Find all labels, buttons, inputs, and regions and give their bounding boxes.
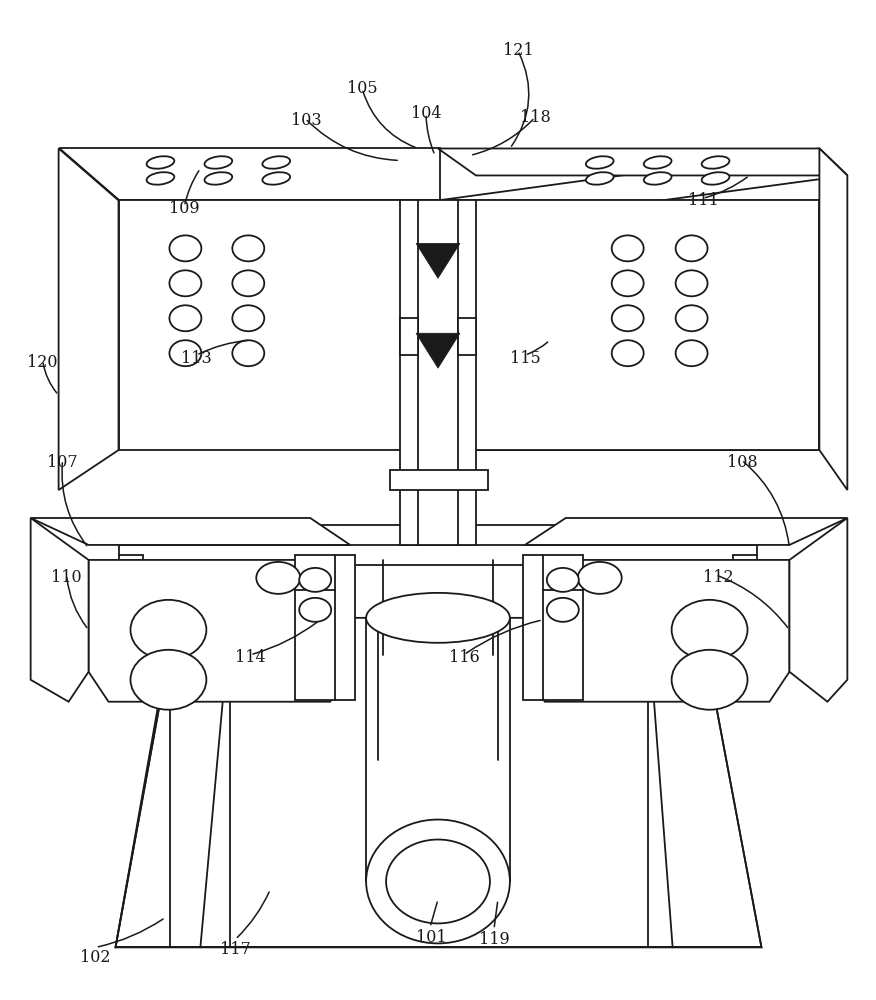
Polygon shape [416,333,460,368]
Ellipse shape [146,156,174,169]
Text: 111: 111 [688,192,718,209]
Text: 115: 115 [510,350,540,367]
Polygon shape [118,200,460,450]
Ellipse shape [257,562,300,594]
Polygon shape [416,243,460,278]
Ellipse shape [386,840,490,923]
Text: 120: 120 [27,354,58,371]
Ellipse shape [169,305,201,331]
Text: 108: 108 [727,454,758,471]
Text: 113: 113 [181,350,212,367]
Ellipse shape [611,235,644,261]
Text: 101: 101 [416,929,446,946]
Polygon shape [458,318,476,355]
Polygon shape [525,518,847,545]
Polygon shape [414,318,436,450]
Text: 121: 121 [503,42,533,59]
Polygon shape [116,618,761,947]
Ellipse shape [300,568,331,592]
Polygon shape [400,318,418,355]
Polygon shape [88,560,350,702]
Ellipse shape [146,172,174,185]
Polygon shape [175,618,700,636]
Polygon shape [59,148,118,490]
Polygon shape [819,148,847,490]
Polygon shape [416,200,819,450]
Ellipse shape [586,156,613,169]
Text: 117: 117 [220,941,251,958]
Polygon shape [438,148,847,225]
Ellipse shape [675,270,708,296]
Text: 104: 104 [412,105,442,122]
Text: 103: 103 [291,112,321,129]
Ellipse shape [675,235,708,261]
Ellipse shape [547,568,579,592]
Ellipse shape [366,820,510,943]
Ellipse shape [611,305,644,331]
Polygon shape [789,518,847,702]
Ellipse shape [169,340,201,366]
Polygon shape [59,148,440,200]
Ellipse shape [611,270,644,296]
Ellipse shape [578,562,622,594]
Ellipse shape [169,235,201,261]
Ellipse shape [204,172,232,185]
Polygon shape [31,518,350,545]
Polygon shape [390,470,488,490]
Text: 118: 118 [519,109,550,126]
Ellipse shape [547,598,579,622]
Ellipse shape [586,172,613,185]
Ellipse shape [672,600,747,660]
Ellipse shape [263,172,290,185]
Ellipse shape [131,600,207,660]
Polygon shape [400,200,476,545]
Ellipse shape [232,235,265,261]
Polygon shape [418,200,458,545]
Ellipse shape [675,340,708,366]
Ellipse shape [263,156,290,169]
Ellipse shape [232,270,265,296]
Text: 116: 116 [449,649,480,666]
Text: 102: 102 [80,949,110,966]
Ellipse shape [204,156,232,169]
Polygon shape [523,555,583,700]
Text: 114: 114 [235,649,265,666]
Text: 112: 112 [703,569,733,586]
Ellipse shape [300,598,331,622]
Text: 119: 119 [479,931,510,948]
Ellipse shape [169,270,201,296]
Text: 107: 107 [47,454,78,471]
Ellipse shape [702,172,730,185]
Polygon shape [436,200,819,450]
Text: 105: 105 [347,80,378,97]
Polygon shape [416,200,436,318]
Ellipse shape [366,593,510,643]
Polygon shape [295,555,355,700]
Ellipse shape [672,650,747,710]
Text: 110: 110 [51,569,81,586]
Ellipse shape [644,172,672,185]
Ellipse shape [611,340,644,366]
Ellipse shape [675,305,708,331]
Polygon shape [118,545,758,565]
Ellipse shape [644,156,672,169]
Ellipse shape [702,156,730,169]
Ellipse shape [232,305,265,331]
Polygon shape [525,560,789,702]
Text: 109: 109 [169,200,200,217]
Ellipse shape [232,340,265,366]
Polygon shape [438,148,847,175]
Polygon shape [31,518,88,702]
Ellipse shape [131,650,207,710]
